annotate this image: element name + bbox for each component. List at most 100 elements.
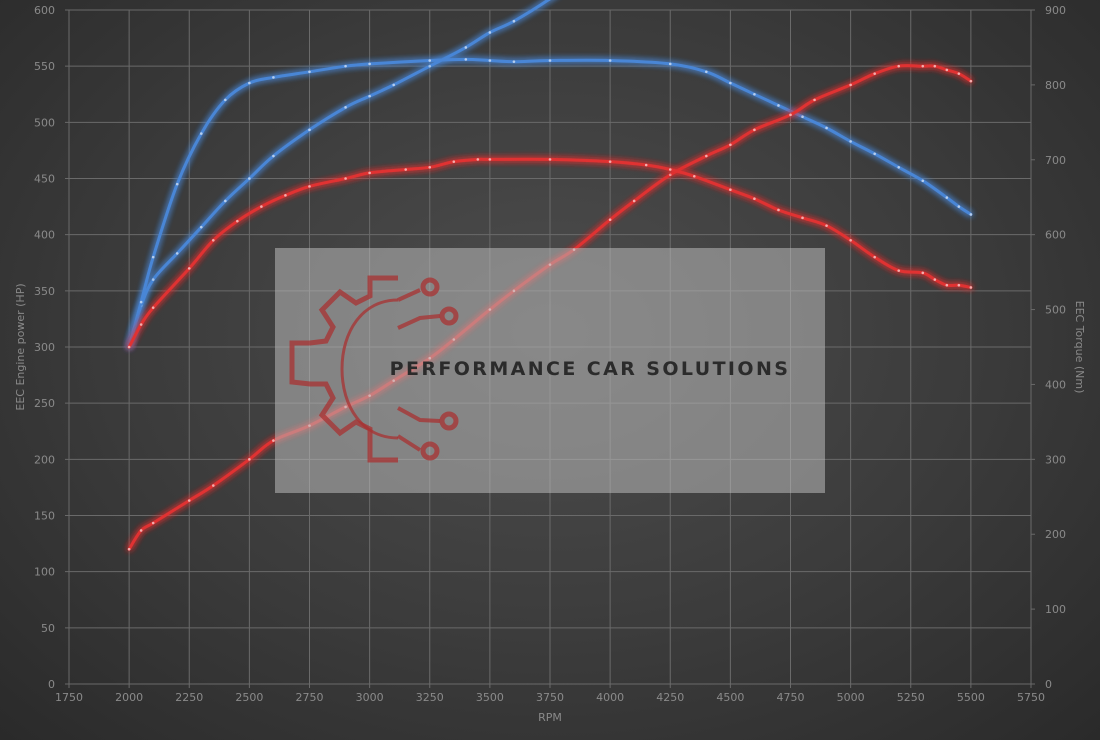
watermark-text: PERFORMANCE CAR SOLUTIONS <box>390 358 791 380</box>
data-point <box>476 158 480 161</box>
data-point <box>705 154 708 158</box>
red-power-line <box>127 157 973 349</box>
y-right-tick-label: 700 <box>1045 154 1066 167</box>
x-tick-label: 5750 <box>1017 691 1045 704</box>
data-point <box>404 168 408 171</box>
y-right-tick-label: 200 <box>1045 528 1066 541</box>
gear-logo-icon <box>289 275 459 463</box>
data-point <box>969 286 973 289</box>
data-point <box>957 283 961 287</box>
data-point <box>212 484 215 487</box>
data-point <box>897 165 901 169</box>
x-tick-label: 2250 <box>175 691 203 704</box>
y-left-tick-label: 150 <box>34 510 55 523</box>
blue-torque-line <box>127 0 551 349</box>
y-left-tick-label: 400 <box>34 229 55 242</box>
data-point <box>127 547 131 551</box>
y-right-tick-label: 400 <box>1045 378 1066 391</box>
data-point <box>199 132 203 135</box>
x-tick-label: 3000 <box>356 691 384 704</box>
x-tick-label: 3500 <box>476 691 504 704</box>
data-point <box>548 158 552 161</box>
data-point <box>921 271 925 275</box>
data-point <box>945 196 949 199</box>
data-point <box>873 255 876 259</box>
data-point <box>284 194 287 197</box>
y-right-tick-label: 100 <box>1045 603 1066 616</box>
data-point <box>452 160 456 163</box>
y-left-tick-label: 50 <box>41 622 55 635</box>
data-point <box>753 197 756 201</box>
data-point <box>224 98 227 102</box>
data-point <box>175 182 179 186</box>
data-point <box>139 323 143 326</box>
data-point <box>608 59 612 62</box>
data-point <box>729 188 732 192</box>
data-point <box>151 255 155 259</box>
data-point <box>608 160 612 163</box>
data-point <box>248 81 251 85</box>
data-point <box>464 58 468 61</box>
data-point <box>151 278 155 281</box>
y-left-tick-label: 500 <box>34 116 55 129</box>
data-point <box>368 62 371 66</box>
data-point <box>608 218 612 221</box>
data-point <box>668 173 672 177</box>
y-left-tick-label: 0 <box>48 678 55 691</box>
data-point <box>921 64 925 68</box>
x-tick-label: 4000 <box>596 691 624 704</box>
x-tick-label: 3250 <box>416 691 444 704</box>
axis-ticks: 1750 2000 2250 2500 2750 3000 3250 3500 3750 4000… <box>34 4 1066 704</box>
data-point <box>813 98 816 102</box>
data-point <box>392 83 395 87</box>
data-point <box>969 79 973 83</box>
data-point <box>801 115 804 119</box>
y-right-tick-label: 900 <box>1045 4 1066 17</box>
data-point <box>729 81 732 85</box>
data-point <box>897 64 901 68</box>
x-tick-label: 4250 <box>656 691 684 704</box>
data-point <box>825 224 828 227</box>
data-point <box>344 64 347 68</box>
y-right-tick-label: 500 <box>1045 304 1066 317</box>
x-tick-label: 4750 <box>777 691 805 704</box>
data-point <box>753 128 756 132</box>
data-point <box>488 59 492 62</box>
data-point <box>175 252 179 255</box>
y-left-tick-label: 350 <box>34 285 55 298</box>
data-point <box>151 306 155 309</box>
data-point <box>272 154 275 158</box>
data-point <box>272 76 275 79</box>
y-left-tick-label: 600 <box>34 4 55 17</box>
data-point <box>344 106 347 109</box>
data-point <box>849 83 852 87</box>
data-point <box>344 177 347 180</box>
y-right-tick-label: 300 <box>1045 453 1066 466</box>
data-point <box>777 104 780 107</box>
data-point <box>187 499 191 502</box>
data-point <box>139 529 143 532</box>
y-right-tick-label: 600 <box>1045 229 1066 242</box>
x-axis-title: RPM <box>538 711 562 724</box>
data-point <box>668 62 672 66</box>
data-point <box>933 278 937 281</box>
data-point <box>308 185 311 188</box>
data-point <box>236 219 239 223</box>
data-point <box>849 238 852 242</box>
data-point <box>933 64 937 68</box>
data-point <box>151 521 155 525</box>
data-point <box>512 19 516 23</box>
data-point <box>632 199 636 203</box>
x-tick-label: 5000 <box>837 691 865 704</box>
data-point <box>801 216 804 220</box>
data-point <box>139 300 143 304</box>
y-left-tick-label: 450 <box>34 173 55 186</box>
data-point <box>368 171 371 175</box>
y-axis-left-title: EEC Engine power (HP) <box>14 283 27 410</box>
data-point <box>789 113 792 117</box>
data-point <box>272 439 275 442</box>
data-point <box>825 126 828 130</box>
y-axis-right-title: EEC Torque (Nm) <box>1073 301 1086 394</box>
y-left-tick-label: 300 <box>34 341 55 354</box>
